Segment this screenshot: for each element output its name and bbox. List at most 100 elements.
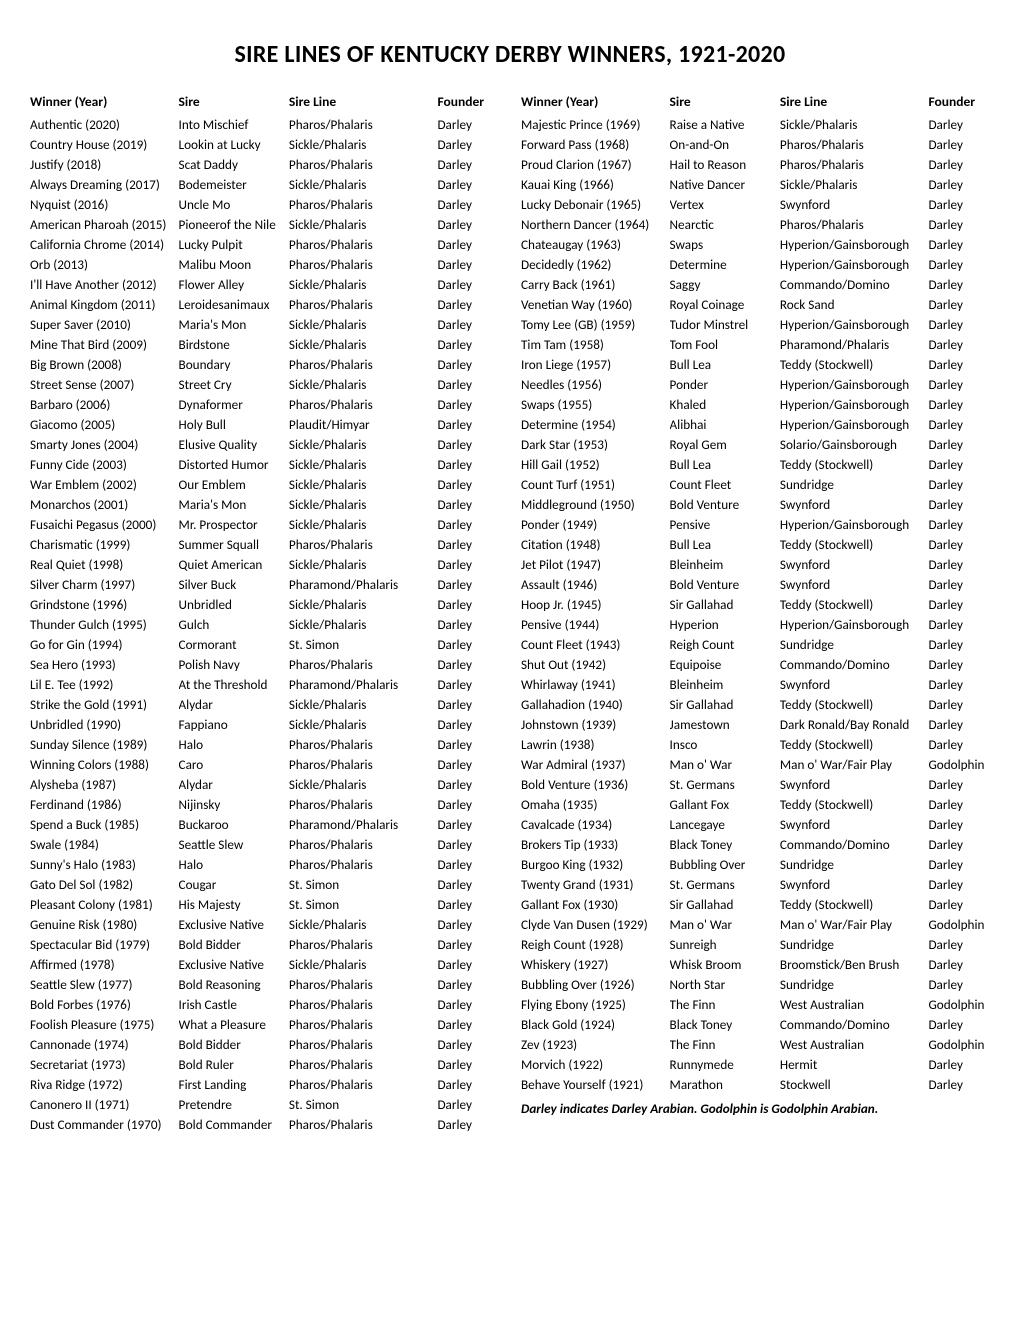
cell-sire-line: Hyperion/Gainsborough [780, 614, 929, 634]
cell-sire: Quiet American [179, 554, 289, 574]
cell-winner: Decidedly (1962) [521, 254, 670, 274]
cell-sire-line: Pharos/Phalaris [289, 234, 438, 254]
cell-winner: Country House (2019) [30, 134, 179, 154]
cell-founder: Darley [928, 194, 990, 214]
table-row: Riva Ridge (1972)First LandingPharos/Pha… [30, 1074, 499, 1094]
cell-sire-line: Sickle/Phalaris [289, 554, 438, 574]
table-row: Whiskery (1927)Whisk BroomBroomstick/Ben… [521, 954, 990, 974]
cell-winner: I'll Have Another (2012) [30, 274, 179, 294]
cell-sire: North Star [670, 974, 780, 994]
cell-winner: Pensive (1944) [521, 614, 670, 634]
cell-founder: Darley [437, 294, 499, 314]
page-title: SIRE LINES OF KENTUCKY DERBY WINNERS, 19… [30, 40, 990, 69]
cell-founder: Darley [437, 314, 499, 334]
cell-sire: Bleinheim [670, 554, 780, 574]
cell-sire-line: St. Simon [289, 874, 438, 894]
cell-sire: Black Toney [670, 834, 780, 854]
header-line: Sire Line [780, 93, 929, 114]
cell-sire-line: Sundridge [780, 854, 929, 874]
table-row: Hill Gail (1952)Bull LeaTeddy (Stockwell… [521, 454, 990, 474]
cell-winner: Big Brown (2008) [30, 354, 179, 374]
cell-winner: Dust Commander (1970) [30, 1114, 179, 1134]
left-column: Winner (Year) Sire Sire Line Founder Aut… [30, 93, 499, 1134]
cell-founder: Darley [928, 674, 990, 694]
cell-sire: Nijinsky [179, 794, 289, 814]
two-column-layout: Winner (Year) Sire Sire Line Founder Aut… [30, 93, 990, 1134]
cell-sire: Malibu Moon [179, 254, 289, 274]
cell-sire: Bold Bidder [179, 1034, 289, 1054]
cell-founder: Darley [437, 394, 499, 414]
cell-winner: American Pharoah (2015) [30, 214, 179, 234]
cell-founder: Darley [928, 854, 990, 874]
cell-winner: Tim Tam (1958) [521, 334, 670, 354]
cell-sire-line: Sickle/Phalaris [289, 714, 438, 734]
cell-sire: Polish Navy [179, 654, 289, 674]
cell-sire-line: Sickle/Phalaris [289, 594, 438, 614]
cell-sire-line: Pharos/Phalaris [289, 854, 438, 874]
table-row: Majestic Prince (1969)Raise a NativeSick… [521, 114, 990, 134]
cell-sire: Exclusive Native [179, 954, 289, 974]
cell-sire: Irish Castle [179, 994, 289, 1014]
cell-sire: Marathon [670, 1074, 780, 1094]
cell-founder: Darley [437, 754, 499, 774]
cell-winner: Morvich (1922) [521, 1054, 670, 1074]
cell-founder: Darley [437, 514, 499, 534]
cell-winner: Majestic Prince (1969) [521, 114, 670, 134]
cell-founder: Darley [437, 674, 499, 694]
cell-founder: Darley [437, 694, 499, 714]
cell-winner: Affirmed (1978) [30, 954, 179, 974]
cell-winner: Tomy Lee (GB) (1959) [521, 314, 670, 334]
cell-sire: Tudor Minstrel [670, 314, 780, 334]
cell-sire-line: Hyperion/Gainsborough [780, 234, 929, 254]
cell-sire-line: Commando/Domino [780, 274, 929, 294]
cell-founder: Darley [928, 314, 990, 334]
cell-winner: Johnstown (1939) [521, 714, 670, 734]
table-row: Smarty Jones (2004)Elusive QualitySickle… [30, 434, 499, 454]
cell-founder: Darley [928, 494, 990, 514]
cell-sire-line: St. Simon [289, 634, 438, 654]
table-row: Genuine Risk (1980)Exclusive NativeSickl… [30, 914, 499, 934]
cell-founder: Darley [437, 174, 499, 194]
cell-winner: Iron Liege (1957) [521, 354, 670, 374]
table-row: Justify (2018)Scat DaddyPharos/PhalarisD… [30, 154, 499, 174]
cell-founder: Godolphin [928, 754, 990, 774]
cell-sire-line: Pharos/Phalaris [780, 214, 929, 234]
cell-sire: Pensive [670, 514, 780, 534]
table-row: Johnstown (1939)JamestownDark Ronald/Bay… [521, 714, 990, 734]
cell-founder: Darley [437, 654, 499, 674]
cell-sire: Insco [670, 734, 780, 754]
cell-winner: Clyde Van Dusen (1929) [521, 914, 670, 934]
cell-sire: Dynaformer [179, 394, 289, 414]
cell-founder: Darley [928, 354, 990, 374]
table-row: Cannonade (1974)Bold BidderPharos/Phalar… [30, 1034, 499, 1054]
cell-founder: Darley [437, 234, 499, 254]
cell-winner: War Admiral (1937) [521, 754, 670, 774]
cell-winner: Authentic (2020) [30, 114, 179, 134]
table-row: Pensive (1944)HyperionHyperion/Gainsboro… [521, 614, 990, 634]
cell-founder: Darley [437, 534, 499, 554]
cell-sire-line: Pharos/Phalaris [780, 134, 929, 154]
cell-sire: Reigh Count [670, 634, 780, 654]
header-sire: Sire [670, 93, 780, 114]
cell-winner: Giacomo (2005) [30, 414, 179, 434]
cell-sire-line: Pharos/Phalaris [289, 1074, 438, 1094]
cell-founder: Darley [928, 334, 990, 354]
cell-winner: Foolish Pleasure (1975) [30, 1014, 179, 1034]
table-row: Foolish Pleasure (1975)What a PleasurePh… [30, 1014, 499, 1034]
table-row: Decidedly (1962)DetermineHyperion/Gainsb… [521, 254, 990, 274]
cell-founder: Darley [928, 934, 990, 954]
table-row: Animal Kingdom (2011)LeroidesanimauxPhar… [30, 294, 499, 314]
cell-winner: Burgoo King (1932) [521, 854, 670, 874]
cell-founder: Darley [928, 434, 990, 454]
cell-winner: Reigh Count (1928) [521, 934, 670, 954]
cell-winner: Unbridled (1990) [30, 714, 179, 734]
cell-sire-line: Pharos/Phalaris [289, 994, 438, 1014]
table-row: Behave Yourself (1921)MarathonStockwellD… [521, 1074, 990, 1094]
cell-winner: Canonero II (1971) [30, 1094, 179, 1114]
cell-founder: Darley [437, 874, 499, 894]
cell-sire: Boundary [179, 354, 289, 374]
cell-winner: Smarty Jones (2004) [30, 434, 179, 454]
cell-winner: Sunday Silence (1989) [30, 734, 179, 754]
cell-winner: Flying Ebony (1925) [521, 994, 670, 1014]
cell-sire-line: Hermit [780, 1054, 929, 1074]
